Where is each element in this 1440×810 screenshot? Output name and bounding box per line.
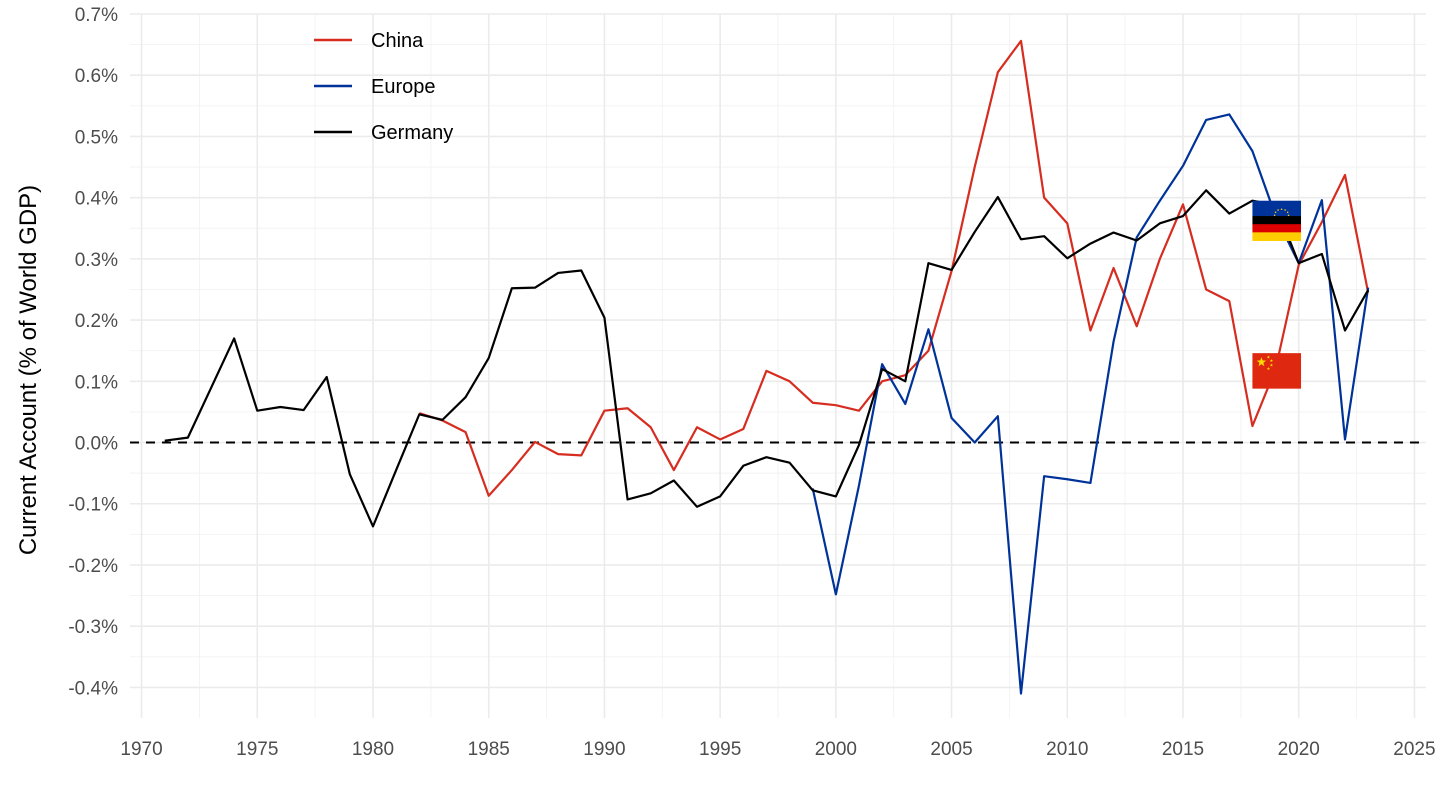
eu-flag-star: [1277, 209, 1279, 211]
x-tick-label: 1990: [583, 739, 625, 760]
legend: China Europe Germany: [314, 30, 453, 144]
flag-star: [1269, 358, 1274, 363]
legend-item-germany: Germany: [314, 122, 453, 144]
series-line-china: [418, 39, 1370, 497]
x-tick-label: 1970: [120, 739, 162, 760]
x-tick-label: 2020: [1278, 739, 1320, 760]
flag-star: [1266, 366, 1271, 371]
eu-flag-star: [1284, 209, 1286, 211]
y-axis-title: Current Account (% of World GDP): [15, 185, 42, 555]
legend-label: Germany: [371, 122, 453, 144]
flags: [1252, 200, 1302, 389]
germany-flag-stripe: [1252, 224, 1302, 233]
y-tick-label: 0.0%: [75, 434, 118, 455]
y-tick-label: 0.2%: [75, 311, 118, 332]
eu-flag-star: [1280, 208, 1283, 211]
x-tick-label: 2005: [930, 739, 972, 760]
y-tick-label: 0.1%: [75, 372, 118, 393]
eu-flag-field: [1252, 200, 1302, 217]
legend-item-europe: Europe: [314, 76, 436, 98]
legend-label: Europe: [371, 76, 436, 98]
x-tick-label: 2025: [1393, 739, 1435, 760]
germany-flag-stripe: [1252, 232, 1302, 242]
y-tick-label: -0.1%: [68, 495, 118, 516]
x-axis-ticks: 1970 1975 1980 1985 1990 1995 2000 2005 2010 2015…: [120, 739, 1435, 760]
legend-label: China: [371, 30, 424, 52]
germany-flag-stripe: [1252, 216, 1302, 225]
x-tick-label: 1995: [699, 739, 741, 760]
y-tick-label: -0.4%: [68, 678, 118, 699]
y-tick-label: -0.2%: [68, 556, 118, 577]
y-tick-label: 0.7%: [75, 5, 118, 26]
y-tick-label: -0.3%: [68, 617, 118, 638]
x-tick-label: 2000: [815, 739, 857, 760]
flag-star: [1266, 355, 1271, 359]
eu-flag-star: [1286, 211, 1289, 214]
flag-star: [1269, 363, 1274, 367]
y-tick-label: 0.6%: [75, 66, 118, 87]
china-flag-field: [1252, 353, 1302, 389]
y-tick-label: 0.5%: [75, 127, 118, 148]
eu-flag-star: [1273, 214, 1276, 217]
series-line-germany: [164, 189, 1370, 528]
y-tick-label: 0.4%: [75, 189, 118, 210]
y-tick-label: 0.3%: [75, 250, 118, 271]
x-tick-label: 2010: [1046, 739, 1088, 760]
legend-item-china: China: [314, 30, 424, 52]
china-flag: [1252, 353, 1302, 389]
eu-flag-star: [1287, 214, 1290, 217]
y-axis-ticks: -0.4% -0.3% -0.2% -0.1% 0.0% 0.1% 0.2% 0.3% 0.4%…: [68, 5, 118, 699]
flag-star: [1256, 357, 1267, 367]
x-tick-label: 1980: [352, 739, 394, 760]
x-tick-label: 1985: [468, 739, 510, 760]
germany-flag: [1252, 216, 1302, 242]
eu-flag-star: [1274, 211, 1277, 214]
x-tick-label: 2015: [1162, 739, 1204, 760]
x-tick-label: 1975: [236, 739, 278, 760]
eu-flag: [1252, 200, 1302, 217]
